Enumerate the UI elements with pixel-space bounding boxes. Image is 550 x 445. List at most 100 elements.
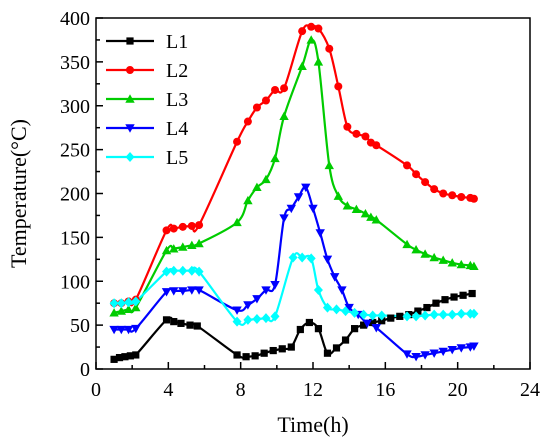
data-point-l2 <box>361 132 370 141</box>
data-point-l3 <box>270 153 280 163</box>
data-point-l1 <box>305 318 313 327</box>
data-point-l4 <box>194 286 204 295</box>
data-point-l5 <box>447 309 457 320</box>
data-point-l1 <box>468 289 476 298</box>
data-point-l4 <box>131 324 141 334</box>
data-point-l2 <box>261 96 270 105</box>
data-point-l4 <box>411 353 421 362</box>
data-point-l4 <box>420 351 430 360</box>
data-point-l5 <box>288 252 298 263</box>
data-point-l4 <box>169 287 179 296</box>
y-tick-label: 400 <box>60 8 90 30</box>
data-point-l4 <box>293 193 304 202</box>
data-point-l3 <box>360 208 371 218</box>
x-tick-label: 20 <box>448 379 468 401</box>
legend-marker-l1 <box>126 37 134 45</box>
data-point-l2 <box>178 222 187 231</box>
data-point-l3 <box>161 245 172 255</box>
data-point-l4 <box>315 229 325 238</box>
data-point-l1 <box>278 345 286 353</box>
y-tick-label: 200 <box>60 184 90 206</box>
data-point-l5 <box>359 309 369 320</box>
data-point-l3 <box>447 258 457 267</box>
data-point-l4 <box>447 345 457 355</box>
data-point-l3 <box>324 160 334 170</box>
data-point-l3 <box>420 249 430 258</box>
data-point-l5 <box>169 265 179 276</box>
data-point-l3 <box>232 217 242 227</box>
ticks: 0 4 8 12 16 20 24 0 50 100 150 200 250 300 350 400 <box>60 8 540 401</box>
data-point-l4 <box>123 325 134 335</box>
data-point-l2 <box>448 191 457 200</box>
data-point-l1 <box>260 349 268 357</box>
data-point-l5 <box>306 253 316 264</box>
data-point-l5 <box>438 309 448 320</box>
data-point-l2 <box>271 85 280 94</box>
data-point-l1 <box>251 352 259 360</box>
data-point-l2 <box>280 84 289 93</box>
data-point-l2 <box>307 22 316 31</box>
data-point-l2 <box>469 194 478 203</box>
data-point-l5 <box>350 307 360 318</box>
data-point-l4 <box>252 295 262 304</box>
data-point-l1 <box>332 344 341 352</box>
data-point-l1 <box>242 353 250 361</box>
legend-marker-l2 <box>126 66 134 74</box>
data-point-l1 <box>162 316 171 324</box>
data-point-l4 <box>279 214 289 223</box>
legend-label-l1: L1 <box>166 31 188 53</box>
data-point-l1 <box>369 318 377 327</box>
data-point-l3 <box>469 261 479 271</box>
legend-label-l2: L2 <box>166 60 188 82</box>
data-point-l4 <box>438 347 448 357</box>
data-point-l1 <box>414 307 422 315</box>
legend-label-l5: L5 <box>166 147 188 169</box>
data-point-l3 <box>279 111 289 120</box>
data-point-l5 <box>420 310 430 321</box>
data-point-l3 <box>169 244 179 253</box>
data-point-l4 <box>178 287 188 296</box>
legend-label-l4: L4 <box>166 118 188 140</box>
data-point-l1 <box>441 296 449 304</box>
data-point-l1 <box>110 355 118 363</box>
data-point-l1 <box>432 299 440 307</box>
data-point-l1 <box>350 325 359 333</box>
data-point-l3 <box>411 244 421 254</box>
data-point-l5 <box>429 309 439 320</box>
data-point-l1 <box>121 353 129 361</box>
data-point-l1 <box>423 303 431 312</box>
data-point-l5 <box>368 310 378 321</box>
data-point-l4 <box>456 344 466 353</box>
data-point-l1 <box>186 321 194 329</box>
data-point-l5 <box>194 266 204 277</box>
data-point-l1 <box>459 291 467 299</box>
axes <box>95 17 531 370</box>
data-point-l5 <box>232 316 242 327</box>
data-point-l3 <box>297 61 307 70</box>
data-point-l3 <box>194 238 204 248</box>
data-point-l3 <box>306 35 316 44</box>
data-point-l1 <box>323 349 332 357</box>
legend-marker-l5 <box>125 152 135 162</box>
data-point-l4 <box>371 324 381 333</box>
legend-marker-l4 <box>125 124 135 133</box>
x-tick-label: 8 <box>236 379 246 401</box>
data-point-l2 <box>457 193 466 202</box>
data-point-l2 <box>372 141 381 150</box>
data-point-l1 <box>126 352 134 360</box>
data-point-l5 <box>187 265 197 276</box>
data-point-l4 <box>286 204 296 214</box>
y-tick-label: 350 <box>60 52 90 74</box>
data-point-l3 <box>429 252 439 262</box>
data-point-l1 <box>132 351 140 359</box>
data-point-l5 <box>116 298 126 309</box>
data-point-l5 <box>402 311 412 322</box>
series-line-l3 <box>113 38 475 314</box>
data-point-l4 <box>322 255 333 265</box>
data-point-l3 <box>187 240 197 249</box>
data-point-l3 <box>438 255 448 264</box>
data-point-l4 <box>429 349 439 358</box>
data-point-l3 <box>313 57 324 66</box>
data-point-l5 <box>322 302 332 313</box>
